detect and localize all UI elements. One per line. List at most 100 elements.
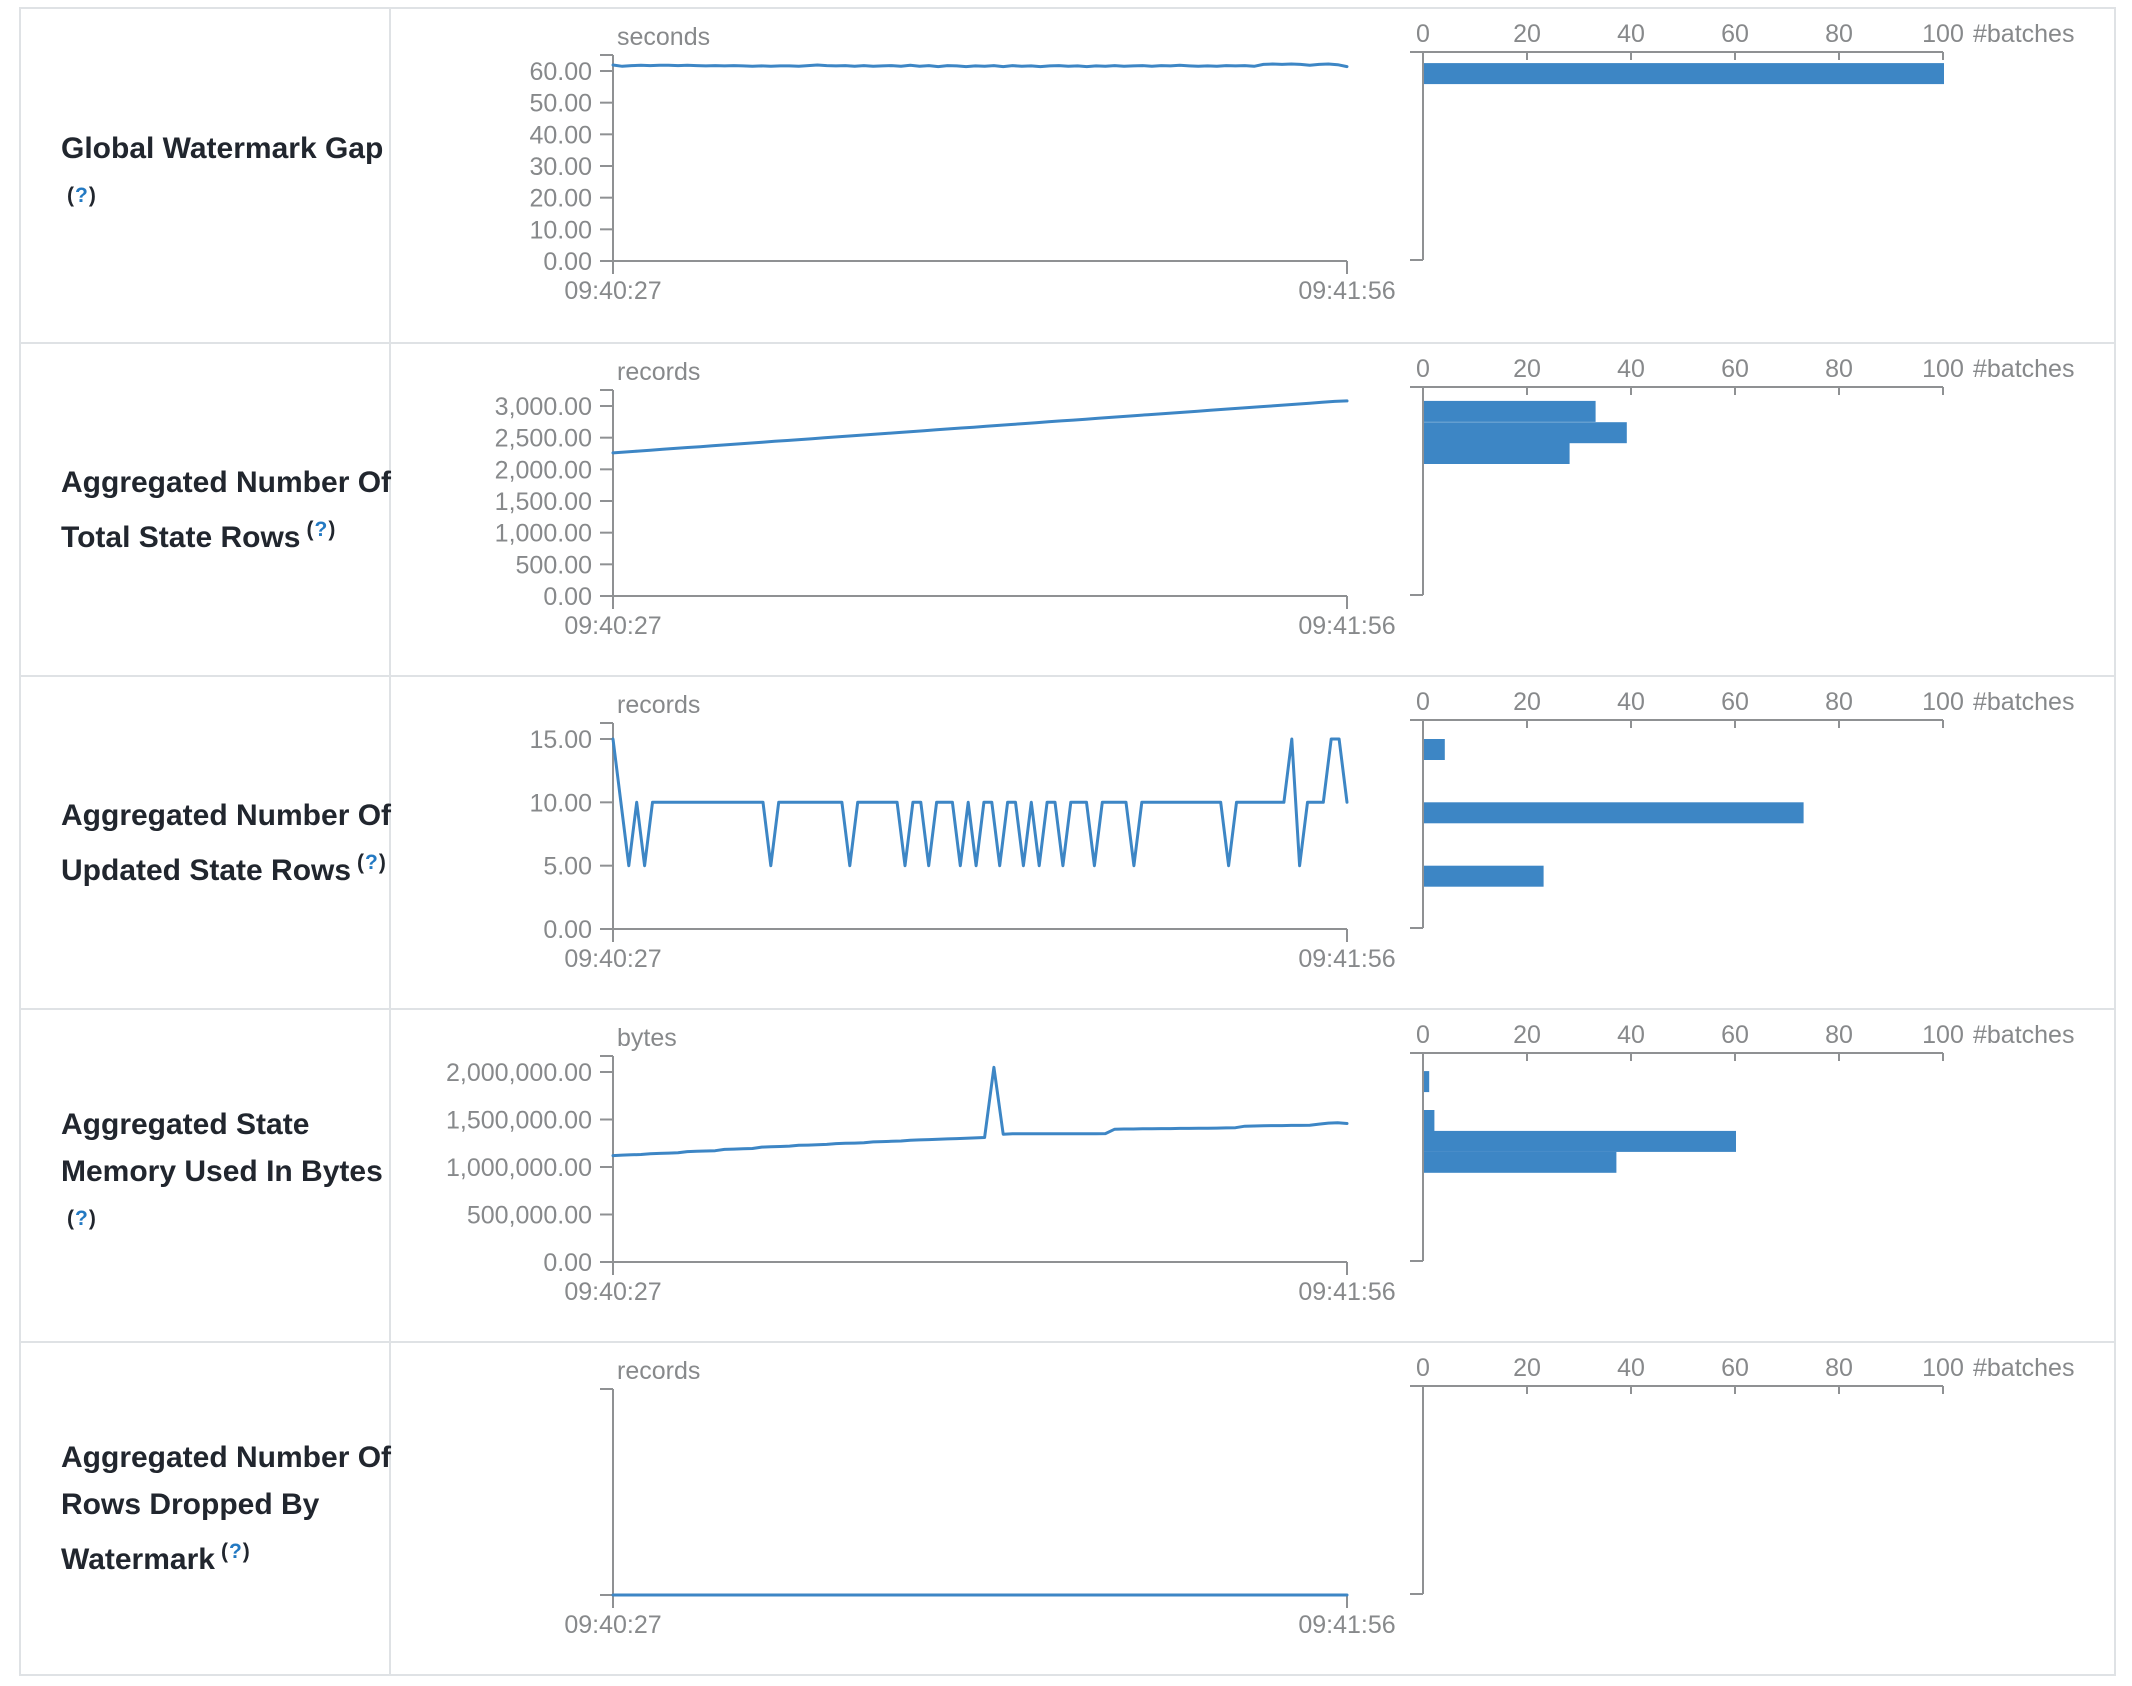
timeline-unit-label: records xyxy=(617,358,700,386)
timeline-chart-aggregated-rows-dropped-by-watermark: records 09:40:27 09:41:56 xyxy=(564,1357,1395,1639)
metric-label-text: Updated State Rows xyxy=(61,853,352,887)
help-paren-open: ( xyxy=(220,1540,229,1563)
help-tooltip: (?) xyxy=(306,518,336,541)
histogram-x-tick-label: 100 xyxy=(1922,355,1964,383)
timeline-x-start-label: 09:40:27 xyxy=(564,1611,661,1639)
metric-label-text: Total State Rows xyxy=(61,520,301,554)
timeline-line xyxy=(611,399,1349,455)
help-paren-close: ) xyxy=(242,1540,251,1563)
help-question-link[interactable]: ? xyxy=(228,1540,243,1563)
histogram-axis-title: #batches xyxy=(1973,1021,2074,1049)
histogram-x-axis: 0 20 40 60 80 100 #batches xyxy=(1416,355,2074,395)
help-paren-open: ( xyxy=(67,183,75,207)
help-paren-open: ( xyxy=(306,517,315,541)
timeline-y-tick-label: 3,000.00 xyxy=(495,393,592,421)
charts-svg-global-watermark-gap: seconds 60.00 50.00 40.00 30.00 20.00 10.00 0.0… xyxy=(529,20,2074,305)
timeline-x-start-label: 09:40:27 xyxy=(564,1278,661,1306)
timeline-y-tick-label: 1,500,000.00 xyxy=(446,1107,592,1135)
timeline-y-axis: 15.00 10.00 5.00 0.00 xyxy=(529,722,614,944)
help-question-link[interactable]: ? xyxy=(75,1207,89,1230)
timeline-y-tick-label: 0.00 xyxy=(543,583,592,611)
help-question-link[interactable]: ? xyxy=(314,517,329,541)
histogram-x-axis: 0 20 40 60 80 100 #batches xyxy=(1416,1021,2074,1061)
histogram-x-tick-label: 80 xyxy=(1825,355,1853,383)
metric-label-global-watermark-gap: Global Watermark Gap (?) xyxy=(21,9,391,342)
timeline-y-tick-label: 1,000,000.00 xyxy=(446,1154,592,1182)
metric-row-aggregated-state-memory-used: Aggregated State Memory Used In Bytes (?) b… xyxy=(21,1008,2114,1341)
histogram-x-tick-label: 80 xyxy=(1825,1021,1853,1049)
timeline-x-axis: 09:40:27 09:41:56 xyxy=(564,1594,1396,1639)
metric-label-line: (?) xyxy=(61,1195,371,1250)
timeline-y-axis: 3,000.00 2,500.00 2,000.00 1,500.00 1,000.00… xyxy=(495,389,614,611)
timeline-y-tick-label: 30.00 xyxy=(529,153,592,181)
timeline-x-start-label: 09:40:27 xyxy=(564,945,661,973)
metric-row-aggregated-total-state-rows: Aggregated Number Of Total State Rows (?) r… xyxy=(21,342,2114,675)
histogram-x-tick-label: 60 xyxy=(1721,1354,1749,1382)
help-paren-close: ) xyxy=(88,183,97,207)
timeline-x-end-label: 09:41:56 xyxy=(1298,277,1395,305)
timeline-chart-aggregated-total-state-rows: records 3,000.00 2,500.00 2,000.00 1,500.00 1… xyxy=(495,358,1396,640)
timeline-line xyxy=(611,62,1349,69)
histogram-x-tick-label: 80 xyxy=(1825,1354,1853,1382)
histogram-chart-aggregated-updated-state-rows: 0 20 40 60 80 100 #batches xyxy=(1410,688,2074,929)
metric-label-text: Rows Dropped By xyxy=(61,1488,320,1521)
timeline-y-tick-label: 1,500.00 xyxy=(495,488,592,516)
histogram-bar xyxy=(1424,63,1944,85)
histogram-bar xyxy=(1424,1071,1430,1093)
metric-label-text: Global Watermark Gap xyxy=(61,131,384,165)
timeline-y-axis: 2,000,000.00 1,500,000.00 1,000,000.00 500,… xyxy=(446,1055,614,1277)
metric-label-text: Aggregated Number Of xyxy=(61,798,392,832)
metric-label-line: Aggregated Number Of xyxy=(61,1434,391,1481)
histogram-x-axis: 0 20 40 60 80 100 #batches xyxy=(1416,20,2074,60)
timeline-x-start-label: 09:40:27 xyxy=(564,277,661,305)
metric-label-line: Aggregated State xyxy=(61,1101,371,1148)
timeline-y-tick-label: 2,000.00 xyxy=(495,456,592,484)
help-tooltip: (?) xyxy=(67,184,97,207)
metric-row-aggregated-updated-state-rows: Aggregated Number Of Updated State Rows (?… xyxy=(21,675,2114,1008)
histogram-y-axis xyxy=(1410,51,1424,261)
timeline-line xyxy=(611,1065,1349,1158)
histogram-x-tick-label: 100 xyxy=(1922,688,1964,716)
histogram-bar xyxy=(1424,802,1804,824)
metric-label-aggregated-rows-dropped-by-watermark: Aggregated Number Of Rows Dropped By Water… xyxy=(21,1343,391,1674)
histogram-x-tick-label: 40 xyxy=(1617,20,1645,48)
histogram-chart-aggregated-total-state-rows: 0 20 40 60 80 100 #batches xyxy=(1410,355,2074,596)
histogram-x-tick-label: 80 xyxy=(1825,20,1853,48)
histogram-axis-title: #batches xyxy=(1973,1354,2074,1382)
histogram-x-tick-label: 100 xyxy=(1922,1354,1964,1382)
timeline-y-tick-label: 0.00 xyxy=(543,1249,592,1277)
timeline-unit-label: records xyxy=(617,691,700,719)
histogram-x-tick-label: 0 xyxy=(1416,688,1430,716)
metric-label-line: Aggregated Number Of xyxy=(61,792,391,839)
histogram-x-tick-label: 20 xyxy=(1513,355,1541,383)
timeline-y-tick-label: 20.00 xyxy=(529,185,592,213)
timeline-y-tick-label: 1,000.00 xyxy=(495,520,592,548)
histogram-axis-title: #batches xyxy=(1973,355,2074,383)
metric-label-line: Aggregated Number Of xyxy=(61,459,391,506)
help-paren-close: ) xyxy=(88,1207,97,1230)
timeline-unit-label: records xyxy=(617,1357,700,1385)
metric-charts-aggregated-rows-dropped-by-watermark: records 09:40:27 09:41:56 0 20 40 60 80 100 #batc… xyxy=(391,1343,2114,1674)
help-paren-open: ( xyxy=(357,850,366,874)
timeline-x-end-label: 09:41:56 xyxy=(1298,1278,1395,1306)
histogram-axis-title: #batches xyxy=(1973,688,2074,716)
metric-label-line: (?) xyxy=(61,172,371,227)
timeline-x-axis: 09:40:27 09:41:56 xyxy=(564,928,1396,973)
histogram-x-tick-label: 80 xyxy=(1825,688,1853,716)
histogram-x-axis: 0 20 40 60 80 100 #batches xyxy=(1416,688,2074,728)
metric-label-text: Aggregated State xyxy=(61,1108,310,1141)
histogram-x-tick-label: 60 xyxy=(1721,1021,1749,1049)
charts-svg-aggregated-rows-dropped-by-watermark: records 09:40:27 09:41:56 0 20 40 60 80 100 #batc… xyxy=(564,1354,2074,1639)
histogram-bar xyxy=(1424,400,1596,422)
help-question-link[interactable]: ? xyxy=(365,850,379,874)
histogram-y-axis xyxy=(1410,1385,1424,1595)
help-paren-close: ) xyxy=(328,517,337,541)
timeline-y-tick-label: 0.00 xyxy=(543,248,592,276)
timeline-y-tick-label: 60.00 xyxy=(529,58,592,86)
timeline-unit-label: seconds xyxy=(617,23,710,51)
timeline-x-start-label: 09:40:27 xyxy=(564,612,661,640)
timeline-y-tick-label: 2,000,000.00 xyxy=(446,1059,592,1087)
help-question-link[interactable]: ? xyxy=(75,183,89,207)
histogram-chart-aggregated-state-memory-used: 0 20 40 60 80 100 #batches xyxy=(1410,1021,2074,1262)
metric-label-aggregated-state-memory-used: Aggregated State Memory Used In Bytes (?) xyxy=(21,1010,391,1341)
